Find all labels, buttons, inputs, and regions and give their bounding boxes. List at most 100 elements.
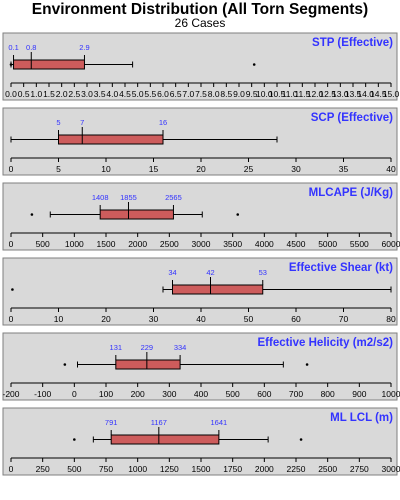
x-tick-label: 40 [196,314,206,324]
median-label: 0.8 [26,43,36,52]
x-tick-label: 200 [131,389,145,399]
q3-label: 53 [259,268,267,277]
x-tick-label: 0 [9,464,14,474]
x-tick-label: 40 [386,164,396,174]
q3-label: 1641 [211,418,228,427]
x-tick-label: 250 [36,464,50,474]
iqr-box [172,284,264,295]
q1-label: 34 [168,268,176,277]
x-tick-label: 70 [339,314,349,324]
x-tick-label: 12.5 [319,89,336,99]
x-tick-label: 7.0 [182,89,194,99]
iqr-box [115,359,181,370]
x-tick-label: 500 [226,389,240,399]
x-tick-label: 1250 [160,464,179,474]
panel-background [2,332,398,401]
x-tick-label: 1.5 [43,89,55,99]
x-tick-label: 35 [339,164,349,174]
median-label: 42 [206,268,214,277]
q1-label: 5 [56,118,60,127]
panel-3: Effective Shear (kt) 0 10 20 30 40 50 60 70 80 34 4… [2,257,398,326]
q3-label: 2.9 [79,43,89,52]
x-tick-label: 3000 [192,239,211,249]
x-tick-label: 14.5 [370,89,387,99]
outlier-point [252,63,256,66]
x-tick-label: 9.0 [233,89,245,99]
x-tick-label: 4500 [287,239,306,249]
x-tick-label: 5000 [318,239,337,249]
x-tick-label: 600 [257,389,271,399]
outlier-point [73,438,76,441]
iqr-box [58,134,164,145]
x-tick-label: 5500 [350,239,369,249]
x-tick-label: 10.5 [269,89,286,99]
panel-title: MLCAPE (J/Kg) [309,187,394,199]
x-tick-label: 1500 [97,239,116,249]
x-tick-label: 6.0 [157,89,169,99]
x-tick-label: 9.5 [246,89,258,99]
x-tick-label: 10.0 [256,89,273,99]
x-tick-label: 4.0 [106,89,118,99]
panel-background [2,182,398,251]
x-tick-label: 1000 [128,464,147,474]
x-tick-label: 15.0 [383,89,400,99]
x-tick-label: 5 [56,164,61,174]
q1-label: 131 [110,343,123,352]
x-tick-label: 2.5 [68,89,80,99]
x-tick-label: 0.0 [5,89,17,99]
q3-label: 334 [174,343,187,352]
x-tick-label: 750 [99,464,113,474]
outlier-point [9,63,13,66]
x-tick-label: 13.5 [345,89,362,99]
median-label: 229 [141,343,154,352]
q1-label: 791 [105,418,118,427]
x-tick-label: 0 [72,389,77,399]
x-tick-label: 14.0 [357,89,374,99]
x-tick-label: 100 [99,389,113,399]
median-label: 7 [80,118,84,127]
x-tick-label: 8.5 [220,89,232,99]
x-tick-label: 50 [244,314,254,324]
x-tick-label: 80 [386,314,396,324]
panel-title: STP (Effective) [312,37,393,49]
x-tick-label: 2.0 [56,89,68,99]
x-tick-label: 500 [67,464,81,474]
x-tick-label: 10 [101,164,111,174]
x-tick-label: 1.0 [30,89,42,99]
panel-1: SCP (Effective) 0 5 10 15 20 25 30 35 40 5 7 16 [2,107,398,176]
x-tick-label: 60 [291,314,301,324]
x-tick-label: 3500 [223,239,242,249]
x-tick-label: 2500 [160,239,179,249]
x-tick-label: 0 [9,314,14,324]
x-tick-label: 300 [162,389,176,399]
x-tick-label: 5.5 [144,89,156,99]
x-tick-label: -100 [34,389,51,399]
iqr-box [99,209,174,220]
x-tick-label: 10 [54,314,64,324]
x-tick-label: 7.5 [195,89,207,99]
outlier-point [299,438,303,441]
panel-2: MLCAPE (J/Kg) 0 500 1000 1500 2000 2500 3000 350… [2,182,400,251]
x-tick-label: 3.5 [94,89,106,99]
x-tick-label: 2250 [287,464,306,474]
q3-label: 2565 [165,193,182,202]
x-tick-label: 1500 [192,464,211,474]
x-tick-label: 2750 [350,464,369,474]
x-tick-label: 6000 [382,239,400,249]
x-tick-label: 3.0 [81,89,93,99]
x-tick-label: 900 [352,389,366,399]
x-tick-label: 0.5 [18,89,30,99]
x-tick-label: 1000 [382,389,400,399]
x-tick-label: 25 [244,164,254,174]
panel-4: Effective Helicity (m2/s2) -200 -100 0 100 20… [2,332,400,401]
x-tick-label: 0 [9,164,14,174]
outlier-point [11,288,14,291]
median-label: 1855 [120,193,137,202]
median-label: 1167 [151,418,167,427]
q3-label: 16 [159,118,167,127]
q1-label: 1408 [92,193,109,202]
x-tick-label: 12.0 [307,89,324,99]
x-tick-label: 5.0 [132,89,144,99]
x-tick-label: 400 [194,389,208,399]
